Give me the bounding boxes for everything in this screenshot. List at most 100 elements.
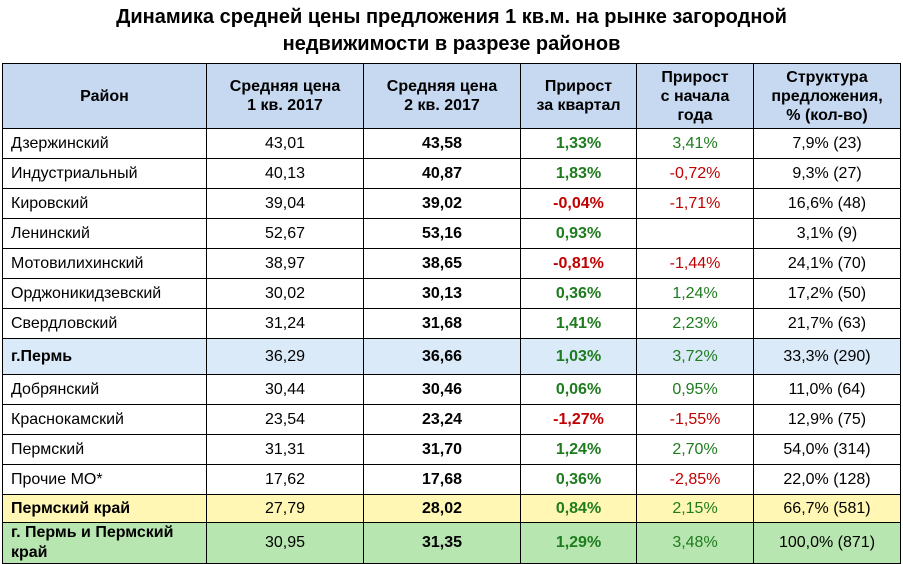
cell-growth-quarter: 0,93% <box>520 218 637 249</box>
table-row: Пермский 31,31 31,70 1,24% 2,70% 54,0% (… <box>2 434 901 465</box>
cell-q2: 30,46 <box>363 374 521 405</box>
table-row: Прочие МО* 17,62 17,68 0,36% -2,85% 22,0… <box>2 464 901 495</box>
cell-q2: 31,35 <box>363 522 521 564</box>
title-line-1: Динамика средней цены предложения 1 кв.м… <box>116 6 787 28</box>
cell-growth-year: -2,85% <box>636 464 754 495</box>
cell-q1: 36,29 <box>206 338 364 375</box>
table-header-row: Район Средняя цена 1 кв. 2017 Средняя цен… <box>2 63 901 129</box>
cell-q1: 23,54 <box>206 404 364 435</box>
cell-growth-quarter: 1,41% <box>520 308 637 339</box>
cell-growth-quarter: 0,84% <box>520 494 637 523</box>
cell-growth-year: 3,48% <box>636 522 754 564</box>
cell-district: Пермский край <box>2 494 207 523</box>
header-district: Район <box>2 63 207 129</box>
cell-growth-year: 2,23% <box>636 308 754 339</box>
cell-q2: 31,68 <box>363 308 521 339</box>
cell-district: Мотовилихинский <box>2 248 207 279</box>
cell-district: Ленинский <box>2 218 207 249</box>
cell-q1: 39,04 <box>206 188 364 219</box>
cell-structure: 22,0% (128) <box>753 464 901 495</box>
table-row-grand-total: г. Пермь и Пермский край 30,95 31,35 1,2… <box>2 522 901 564</box>
cell-growth-quarter: 1,24% <box>520 434 637 465</box>
cell-q1: 17,62 <box>206 464 364 495</box>
cell-structure: 16,6% (48) <box>753 188 901 219</box>
cell-growth-quarter: 1,83% <box>520 158 637 189</box>
cell-q2: 53,16 <box>363 218 521 249</box>
cell-district: Краснокамский <box>2 404 207 435</box>
cell-q2: 36,66 <box>363 338 521 375</box>
cell-growth-year: 0,95% <box>636 374 754 405</box>
cell-q1: 31,31 <box>206 434 364 465</box>
cell-growth-quarter: 0,36% <box>520 278 637 309</box>
cell-q1: 27,79 <box>206 494 364 523</box>
cell-district: Кировский <box>2 188 207 219</box>
cell-growth-quarter: -0,04% <box>520 188 637 219</box>
table-row-perm-krai-total: Пермский край 27,79 28,02 0,84% 2,15% 66… <box>2 494 901 523</box>
cell-district: Свердловский <box>2 308 207 339</box>
cell-structure: 17,2% (50) <box>753 278 901 309</box>
cell-growth-year: -1,55% <box>636 404 754 435</box>
cell-structure: 3,1% (9) <box>753 218 901 249</box>
cell-structure: 21,7% (63) <box>753 308 901 339</box>
header-growth-year: Прирост с начала года <box>636 63 754 129</box>
cell-growth-year: 2,70% <box>636 434 754 465</box>
cell-structure: 33,3% (290) <box>753 338 901 375</box>
table-row: Свердловский 31,24 31,68 1,41% 2,23% 21,… <box>2 308 901 339</box>
cell-structure: 66,7% (581) <box>753 494 901 523</box>
cell-structure: 12,9% (75) <box>753 404 901 435</box>
table-row: Мотовилихинский 38,97 38,65 -0,81% -1,44… <box>2 248 901 279</box>
cell-q2: 28,02 <box>363 494 521 523</box>
table-row: Индустриальный 40,13 40,87 1,83% -0,72% … <box>2 158 901 189</box>
table-row: Кировский 39,04 39,02 -0,04% -1,71% 16,6… <box>2 188 901 219</box>
cell-district: Дзержинский <box>2 128 207 159</box>
header-q1: Средняя цена 1 кв. 2017 <box>206 63 364 129</box>
cell-q1: 43,01 <box>206 128 364 159</box>
page-title: Динамика средней цены предложения 1 кв.м… <box>0 4 903 58</box>
cell-district: г.Пермь <box>2 338 207 375</box>
cell-district: г. Пермь и Пермский край <box>2 522 207 564</box>
cell-q2: 43,58 <box>363 128 521 159</box>
cell-growth-year: 2,15% <box>636 494 754 523</box>
cell-district: Прочие МО* <box>2 464 207 495</box>
cell-structure: 100,0% (871) <box>753 522 901 564</box>
cell-district: Индустриальный <box>2 158 207 189</box>
cell-growth-year <box>636 218 754 249</box>
table-row: Дзержинский 43,01 43,58 1,33% 3,41% 7,9%… <box>2 128 901 159</box>
cell-growth-quarter: 0,36% <box>520 464 637 495</box>
cell-growth-quarter: -0,81% <box>520 248 637 279</box>
cell-q2: 23,24 <box>363 404 521 435</box>
cell-growth-year: -1,71% <box>636 188 754 219</box>
cell-growth-year: 3,41% <box>636 128 754 159</box>
cell-q2: 40,87 <box>363 158 521 189</box>
table-row-perm-city-total: г.Пермь 36,29 36,66 1,03% 3,72% 33,3% (2… <box>2 338 901 375</box>
cell-structure: 24,1% (70) <box>753 248 901 279</box>
cell-growth-year: -1,44% <box>636 248 754 279</box>
cell-q1: 30,95 <box>206 522 364 564</box>
cell-q2: 17,68 <box>363 464 521 495</box>
cell-q1: 52,67 <box>206 218 364 249</box>
cell-q1: 30,44 <box>206 374 364 405</box>
table-row: Орджоникидзевский 30,02 30,13 0,36% 1,24… <box>2 278 901 309</box>
cell-q1: 31,24 <box>206 308 364 339</box>
cell-growth-year: -0,72% <box>636 158 754 189</box>
cell-q1: 38,97 <box>206 248 364 279</box>
cell-structure: 7,9% (23) <box>753 128 901 159</box>
cell-growth-quarter: 0,06% <box>520 374 637 405</box>
cell-growth-quarter: 1,29% <box>520 522 637 564</box>
cell-q1: 30,02 <box>206 278 364 309</box>
cell-q2: 39,02 <box>363 188 521 219</box>
header-q2: Средняя цена 2 кв. 2017 <box>363 63 521 129</box>
price-table: Район Средняя цена 1 кв. 2017 Средняя цен… <box>2 63 901 564</box>
title-line-2: недвижимости в разрезе районов <box>282 33 621 55</box>
cell-growth-quarter: -1,27% <box>520 404 637 435</box>
cell-structure: 11,0% (64) <box>753 374 901 405</box>
cell-district: Орджоникидзевский <box>2 278 207 309</box>
cell-growth-quarter: 1,03% <box>520 338 637 375</box>
table-row: Ленинский 52,67 53,16 0,93% 3,1% (9) <box>2 218 901 249</box>
cell-structure: 9,3% (27) <box>753 158 901 189</box>
table-row: Добрянский 30,44 30,46 0,06% 0,95% 11,0%… <box>2 374 901 405</box>
cell-q2: 38,65 <box>363 248 521 279</box>
cell-structure: 54,0% (314) <box>753 434 901 465</box>
cell-district: Пермский <box>2 434 207 465</box>
cell-q1: 40,13 <box>206 158 364 189</box>
